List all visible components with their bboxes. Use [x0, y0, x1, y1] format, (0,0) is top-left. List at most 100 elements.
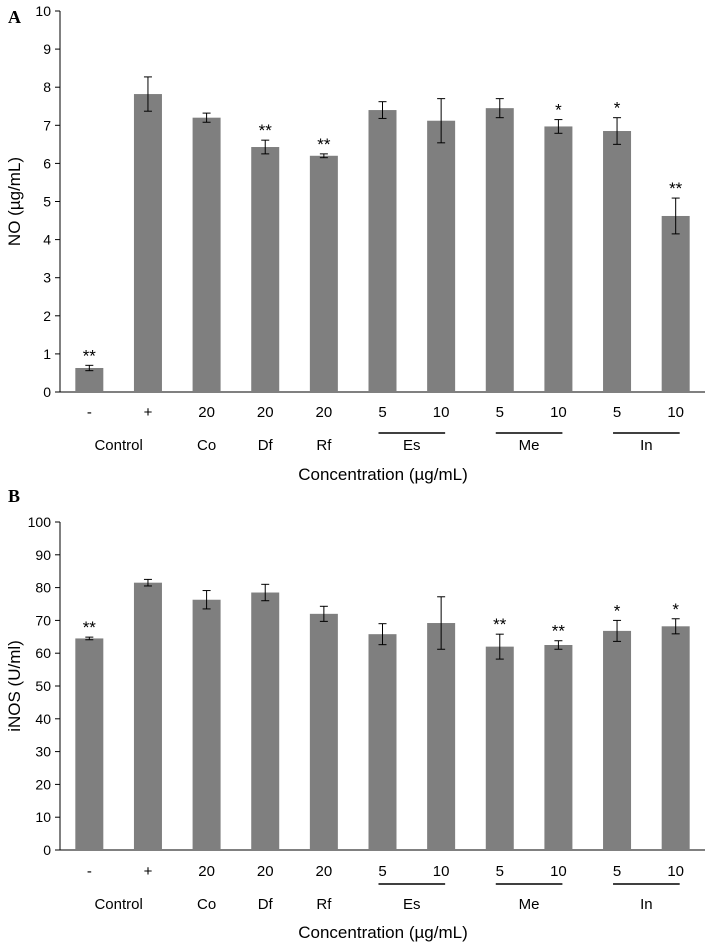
y-tick-label: 80: [35, 580, 51, 596]
bar: [544, 126, 573, 393]
category-label: 20: [257, 404, 274, 421]
category-label: 5: [378, 404, 386, 421]
bar: [75, 367, 104, 392]
category-label: +: [144, 404, 153, 421]
significance-marker: **: [317, 135, 331, 154]
category-label: 5: [613, 404, 621, 421]
category-label: -: [87, 404, 92, 421]
y-tick-label: 1: [43, 346, 51, 362]
significance-marker: *: [614, 99, 621, 118]
group-label: In: [640, 896, 653, 913]
y-tick-label: 20: [35, 776, 51, 792]
category-label: 20: [316, 404, 333, 421]
significance-marker: **: [669, 179, 683, 198]
y-axis-label: iNOS (U/ml): [5, 640, 24, 732]
category-label: 5: [378, 863, 386, 880]
bar: [192, 599, 221, 850]
y-tick-label: 0: [43, 384, 51, 400]
bar: [603, 131, 632, 392]
y-tick-label: 7: [43, 117, 51, 133]
bar: [661, 626, 690, 850]
y-axis-label: NO (µg/mL): [5, 157, 24, 246]
y-tick-label: 10: [35, 3, 51, 19]
group-label: Me: [519, 896, 540, 913]
panel-letter: B: [8, 486, 20, 506]
group-label: Rf: [316, 437, 332, 454]
group-label: Control: [94, 437, 142, 454]
y-tick-label: 5: [43, 194, 51, 210]
significance-marker: *: [555, 101, 562, 120]
y-tick-label: 100: [28, 514, 52, 530]
significance-marker: *: [672, 600, 679, 619]
bar: [485, 646, 514, 850]
y-tick-label: 9: [43, 41, 51, 57]
bar: [251, 592, 280, 850]
category-label: 10: [550, 863, 567, 880]
bar: [661, 215, 690, 392]
bar: [251, 147, 280, 392]
category-label: 10: [550, 404, 567, 421]
category-label: -: [87, 863, 92, 880]
group-label: Rf: [316, 896, 332, 913]
y-tick-label: 30: [35, 744, 51, 760]
bar: [75, 638, 104, 850]
group-label: Es: [403, 896, 421, 913]
category-label: 10: [433, 404, 450, 421]
significance-marker: **: [83, 346, 97, 365]
y-tick-label: 40: [35, 711, 51, 727]
group-label: In: [640, 437, 653, 454]
y-tick-label: 90: [35, 547, 51, 563]
significance-marker: **: [259, 121, 273, 140]
bar: [309, 613, 338, 850]
y-tick-label: 50: [35, 678, 51, 694]
group-label: Me: [519, 437, 540, 454]
y-tick-label: 60: [35, 645, 51, 661]
category-label: 10: [433, 863, 450, 880]
category-label: 5: [613, 863, 621, 880]
y-tick-label: 8: [43, 79, 51, 95]
bar: [368, 110, 397, 392]
group-label: Es: [403, 437, 421, 454]
panel-letter: A: [8, 7, 21, 27]
y-tick-label: 6: [43, 155, 51, 171]
y-tick-label: 0: [43, 842, 51, 858]
category-label: 5: [496, 404, 504, 421]
y-tick-label: 3: [43, 270, 51, 286]
bar: [427, 120, 456, 392]
y-tick-label: 70: [35, 612, 51, 628]
category-label: 5: [496, 863, 504, 880]
bar: [192, 117, 221, 393]
group-label: Control: [94, 896, 142, 913]
group-label: Df: [258, 896, 274, 913]
category-label: 20: [316, 863, 333, 880]
bar: [133, 94, 162, 393]
significance-marker: **: [83, 618, 97, 637]
group-label: Df: [258, 437, 274, 454]
category-label: 20: [257, 863, 274, 880]
bar: [133, 582, 162, 850]
bar: [485, 108, 514, 392]
significance-marker: **: [552, 622, 566, 641]
y-tick-label: 10: [35, 809, 51, 825]
category-label: +: [144, 863, 153, 880]
group-label: Co: [197, 437, 216, 454]
category-label: 10: [667, 404, 684, 421]
x-axis-label: Concentration (µg/mL): [298, 465, 467, 484]
x-axis-label: Concentration (µg/mL): [298, 923, 467, 942]
y-tick-label: 2: [43, 308, 51, 324]
category-label: 10: [667, 863, 684, 880]
bar: [368, 634, 397, 850]
significance-marker: **: [493, 615, 507, 634]
bar: [603, 630, 632, 850]
bar: [544, 645, 573, 850]
category-label: 20: [198, 404, 215, 421]
y-tick-label: 4: [43, 232, 51, 248]
significance-marker: *: [614, 601, 621, 620]
category-label: 20: [198, 863, 215, 880]
group-label: Co: [197, 896, 216, 913]
bar: [427, 623, 456, 850]
bar: [309, 155, 338, 392]
